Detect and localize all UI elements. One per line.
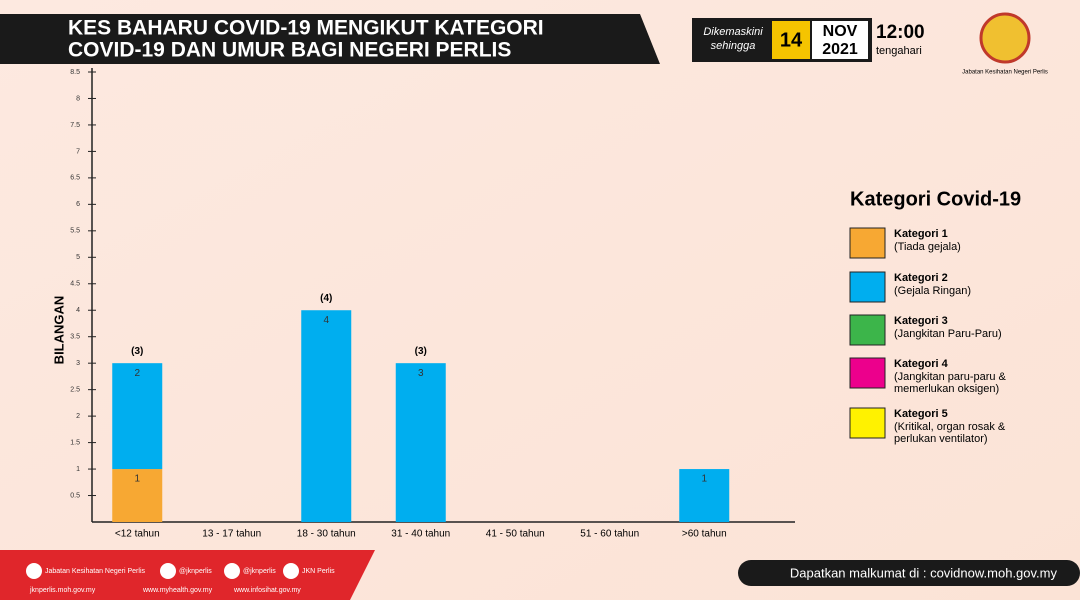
y-tick-label: 4 — [76, 307, 80, 314]
title: COVID-19 DAN UMUR BAGI NEGERI PERLIS — [68, 39, 511, 62]
y-tick-label: 8.5 — [70, 69, 80, 76]
legend-title: Kategori Covid-19 — [850, 188, 1021, 210]
social-handle: Jabatan Kesihatan Negeri Perlis — [45, 568, 146, 575]
social-icon — [160, 563, 176, 579]
total-label: (3) — [131, 346, 143, 357]
y-tick-label: 6 — [76, 201, 80, 208]
legend-label: Kategori 5 — [894, 408, 948, 420]
y-tick-label: 3 — [76, 360, 80, 367]
title: KES BAHARU COVID-19 MENGIKUT KATEGORI — [68, 17, 544, 40]
legend-swatch — [849, 357, 886, 389]
legend-description: (Gejala Ringan) — [894, 285, 971, 297]
footer-link: www.myhealth.gov.my — [142, 587, 213, 594]
bar-segment — [112, 469, 163, 522]
x-tick-label: >60 tahun — [682, 529, 727, 540]
data-label: 4 — [323, 315, 329, 326]
y-tick-label: 0.5 — [70, 492, 80, 499]
y-tick-label: 5.5 — [70, 228, 80, 235]
day: 14 — [780, 29, 803, 51]
legend-description: memerlukan oksigen) — [894, 383, 999, 395]
social-handle: @jknperlis — [179, 568, 212, 575]
legend-description: (Jangkitan paru-paru & — [894, 371, 1007, 383]
legend-description: perlukan ventilator) — [894, 433, 988, 445]
y-tick-label: 2.5 — [70, 386, 80, 393]
legend-label: Kategori 1 — [894, 228, 948, 240]
legend-swatch — [849, 227, 886, 259]
social-handle: @jknperlis — [243, 568, 276, 575]
year: 2021 — [822, 41, 858, 58]
y-tick-label: 8 — [76, 95, 80, 102]
legend-description: (Kritikal, organ rosak & — [894, 421, 1006, 433]
x-tick-label: 13 - 17 tahun — [202, 529, 261, 540]
data-label: 1 — [701, 474, 707, 485]
social-icon — [224, 563, 240, 579]
legend-label: Kategori 2 — [894, 272, 948, 284]
bar-segment — [301, 310, 352, 522]
y-tick-label: 6.5 — [70, 175, 80, 182]
total-label: (4) — [320, 293, 332, 304]
social-icon — [26, 563, 42, 579]
day-box — [772, 21, 810, 59]
month: NOV — [823, 23, 858, 40]
social-handle: JKN Perlis — [302, 568, 335, 575]
legend-swatch — [849, 407, 886, 439]
bar-segment — [679, 469, 730, 522]
footer-banner — [0, 550, 375, 600]
info-bar — [738, 560, 1080, 586]
logo-caption: Jabatan Kesihatan Negeri Perlis — [962, 70, 1048, 76]
logo — [979, 12, 1031, 64]
time: 12:00 — [876, 22, 925, 43]
y-axis-label: BILANGAN — [51, 296, 66, 365]
legend-label: Kategori 4 — [894, 358, 949, 370]
title-banner — [0, 14, 660, 64]
legend-description: (Jangkitan Paru-Paru) — [894, 328, 1002, 340]
footer-link: www.infosihat.gov.my — [233, 587, 301, 594]
y-tick-label: 4.5 — [70, 281, 80, 288]
month-box — [812, 21, 868, 59]
social-icon — [283, 563, 299, 579]
legend-swatch — [849, 271, 886, 303]
bar-segment — [395, 363, 446, 522]
legend-label: Kategori 3 — [894, 315, 948, 327]
info-text: Dapatkan malkumat di : covidnow.moh.gov.… — [790, 565, 1058, 580]
y-tick-label: 1 — [76, 466, 80, 473]
x-tick-label: 51 - 60 tahun — [580, 529, 639, 540]
y-tick-label: 5 — [76, 254, 80, 261]
total-label: (3) — [415, 346, 427, 357]
x-tick-label: 31 - 40 tahun — [391, 529, 450, 540]
footer-link: jknperlis.moh.gov.my — [29, 587, 96, 594]
legend-swatch — [849, 314, 886, 346]
y-tick-label: 7.5 — [70, 122, 80, 129]
y-tick-label: 1.5 — [70, 439, 80, 446]
time-label: tengahari — [876, 45, 922, 57]
data-label: 3 — [418, 368, 424, 379]
x-tick-label: 41 - 50 tahun — [486, 529, 545, 540]
legend-description: (Tiada gejala) — [894, 241, 961, 253]
y-tick-label: 7 — [76, 148, 80, 155]
updated-label: Dikemaskini — [703, 26, 763, 38]
bar-segment — [112, 363, 163, 470]
updated-label: sehingga — [711, 40, 756, 52]
y-tick-label: 3.5 — [70, 334, 80, 341]
data-label: 2 — [134, 368, 140, 379]
x-tick-label: 18 - 30 tahun — [297, 529, 356, 540]
x-tick-label: <12 tahun — [115, 529, 160, 540]
y-tick-label: 2 — [76, 413, 80, 420]
data-label: 1 — [134, 474, 140, 485]
